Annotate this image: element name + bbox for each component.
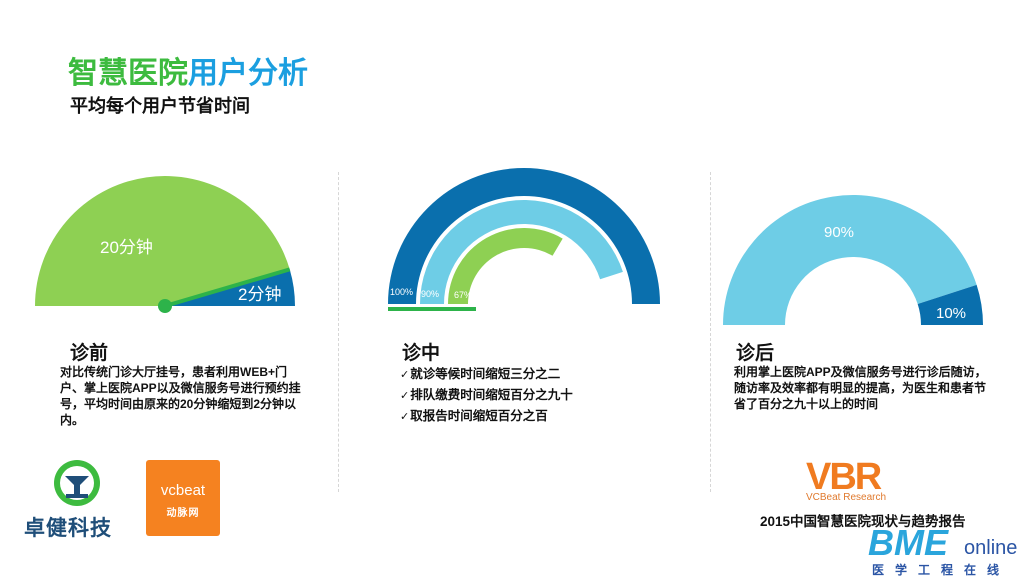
after-gauge: 90% 10%	[723, 195, 983, 325]
page-subtitle: 平均每个用户节省时间	[70, 96, 250, 116]
after-description: 利用掌上医院APP及微信服务号进行诊后随访，随访率及效率都有明显的提高，为医生和…	[734, 365, 987, 411]
during-gauge-ring-outer	[388, 168, 660, 304]
after-gauge-minor-segment	[917, 284, 983, 325]
after-gauge-minor-label: 10%	[936, 305, 966, 322]
bme-online-text: online	[964, 537, 1017, 559]
before-gauge-minor-label: 2分钟	[238, 285, 281, 304]
after-heading: 诊后	[736, 343, 775, 364]
after-gauge-major-segment	[723, 195, 977, 325]
before-gauge-major-label: 20分钟	[100, 238, 153, 257]
during-gauge-ring-middle	[420, 200, 623, 304]
before-description: 对比传统门诊大厅挂号，患者利用WEB+门户、掌上医院APP以及微信服务号进行预约…	[60, 365, 301, 427]
vcbeat-logo-cn: 动脉网	[166, 508, 200, 519]
after-gauge-major-label: 90%	[824, 224, 854, 241]
during-checklist: 就诊等候时间缩短三分之二 排队缴费时间缩短百分之九十 取报告时间缩短百分之百	[400, 364, 660, 427]
before-gauge: 20分钟 2分钟	[35, 176, 295, 313]
zhuojian-logo-text: 卓健科技	[24, 517, 112, 540]
page-title: 智慧医院用户分析	[68, 57, 308, 90]
section-divider	[338, 172, 339, 492]
vbr-logo-subtitle: VCBeat Research	[806, 492, 887, 503]
bme-logo-text: BME	[868, 522, 949, 560]
during-gauge: 100% 90% 67%	[388, 168, 660, 311]
before-gauge-pivot	[158, 299, 172, 313]
during-gauge-ring-inner	[448, 227, 563, 304]
during-gauge-label-outer: 100%	[390, 287, 413, 297]
bme-online-logo: BME online	[868, 522, 1017, 560]
checklist-item: 排队缴费时间缩短百分之九十	[400, 385, 660, 406]
checklist-item: 就诊等候时间缩短三分之二	[400, 364, 660, 385]
vbr-logo: VBR	[806, 456, 884, 493]
report-title: 2015中国智慧医院现状与趋势报告	[760, 514, 966, 529]
section-divider	[710, 172, 711, 492]
during-heading: 诊中	[402, 343, 441, 364]
bme-logo-subtitle: 医学工程在线	[872, 563, 1011, 577]
during-gauge-label-middle: 90%	[421, 289, 439, 299]
vcbeat-logo-en: vcbeat	[160, 482, 206, 499]
zhuojian-logo-icon	[54, 460, 100, 506]
checklist-item: 取报告时间缩短百分之百	[400, 406, 660, 427]
vbr-logo-text: VBR	[806, 456, 882, 493]
before-gauge-major-sector	[35, 176, 290, 306]
before-heading: 诊前	[70, 343, 109, 364]
during-gauge-label-inner: 67%	[454, 290, 472, 300]
vcbeat-logo: vcbeat 动脉网	[146, 460, 220, 536]
before-gauge-needle	[164, 267, 291, 308]
